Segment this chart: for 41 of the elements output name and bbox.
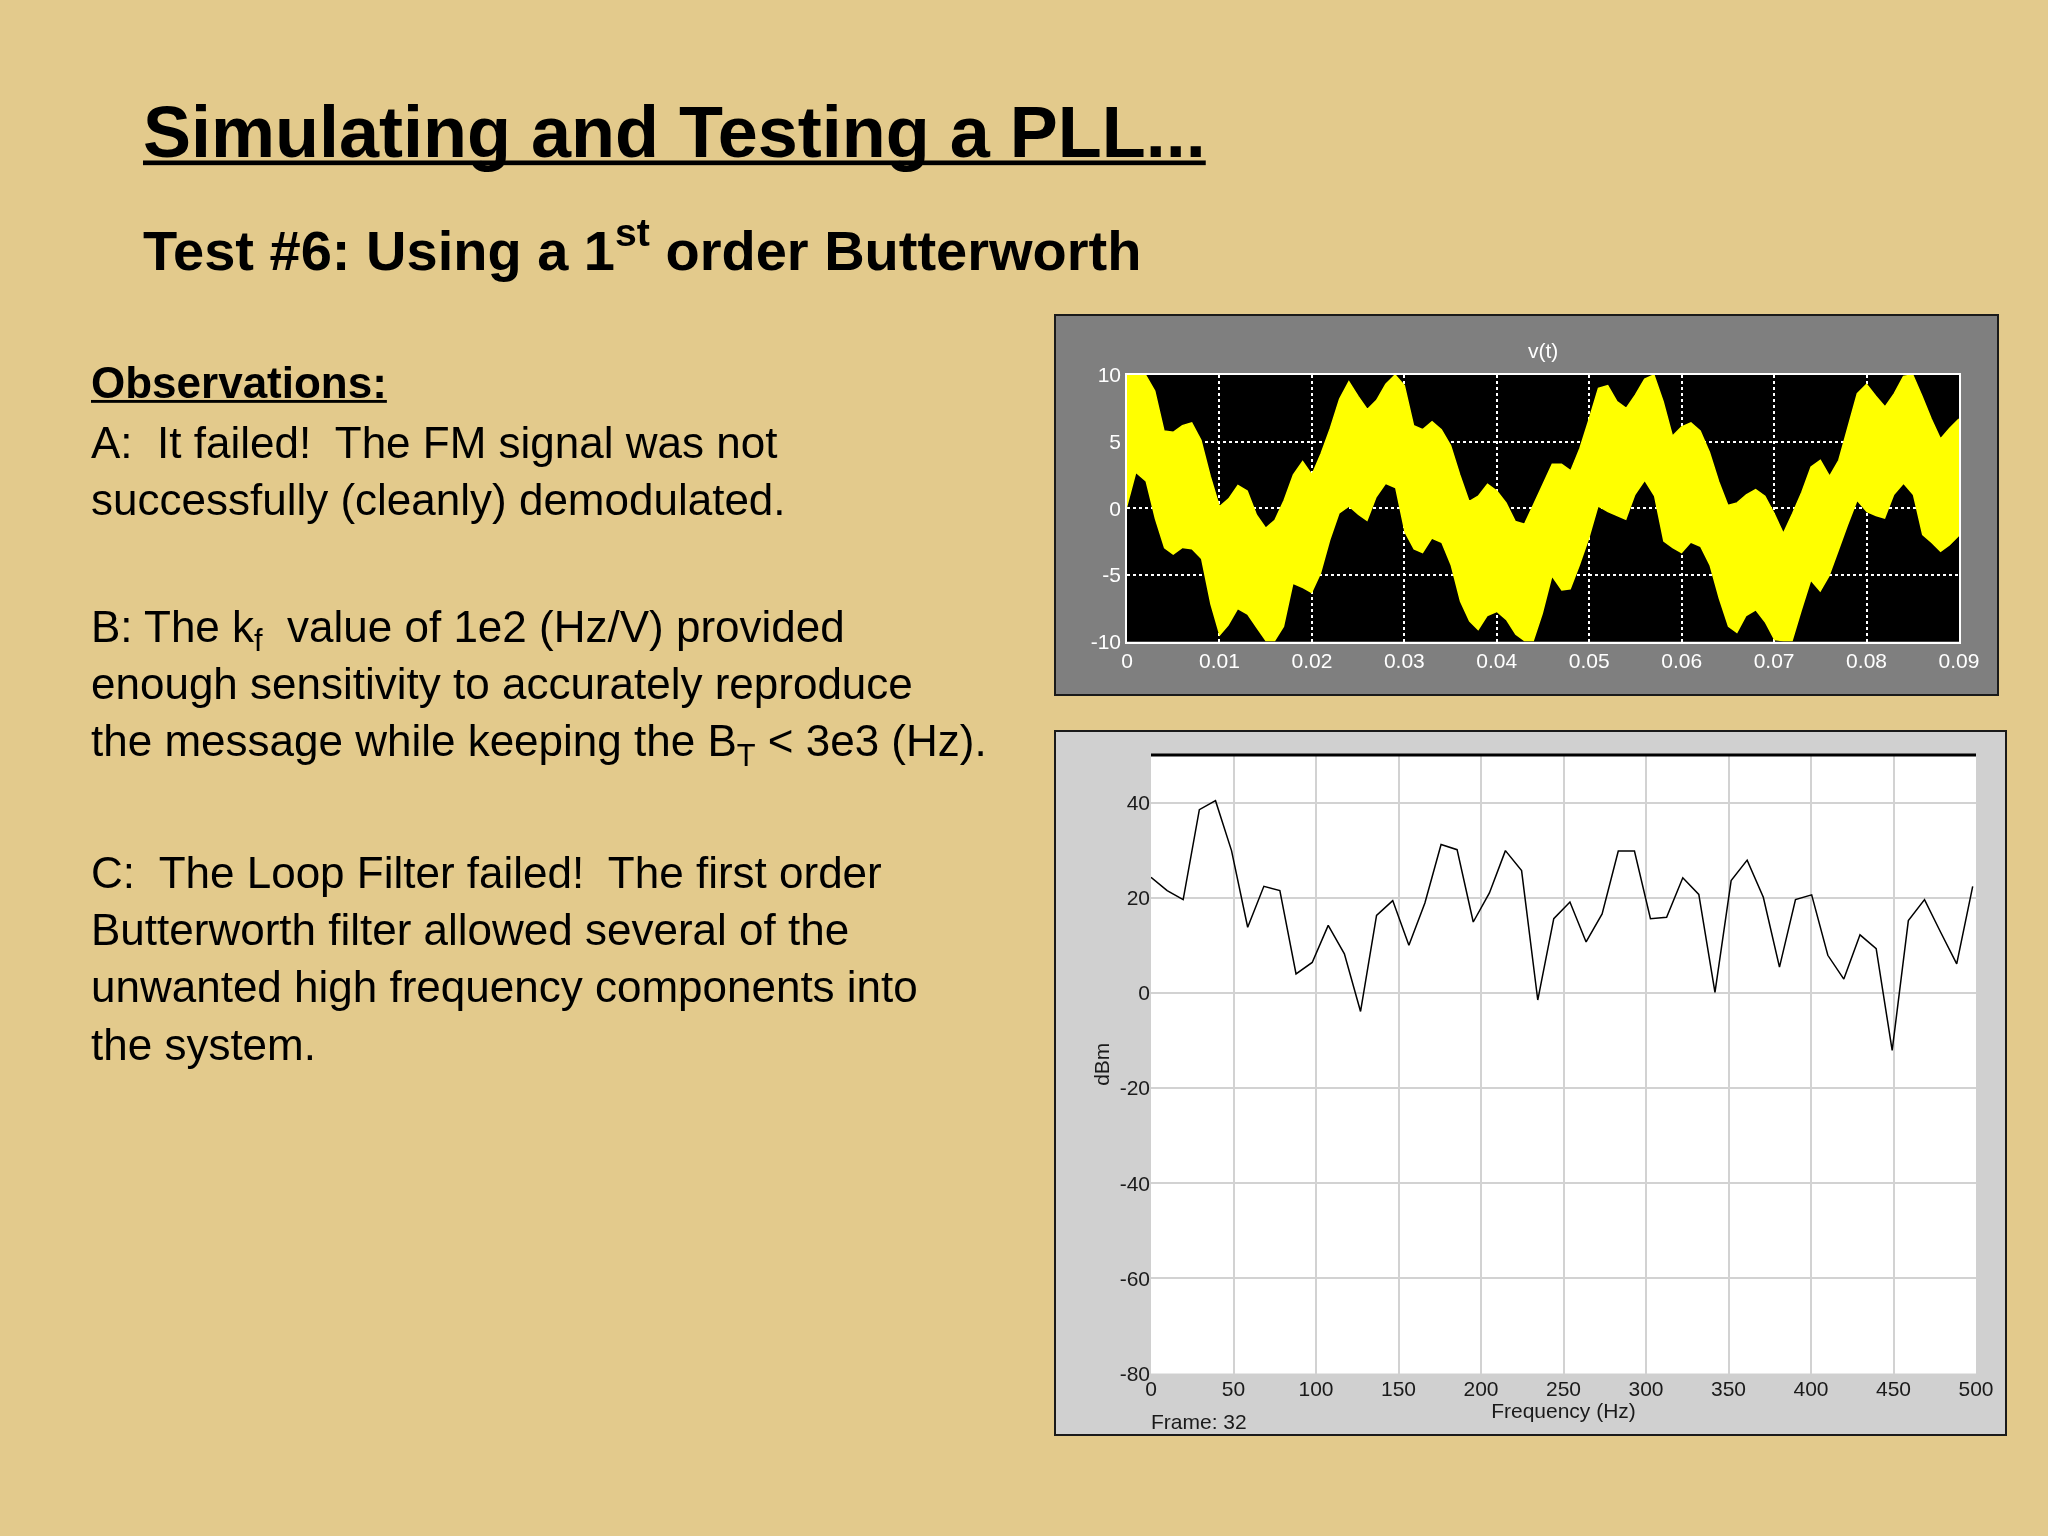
text: Test #6: Using a 1$^{st}$ order Butterworth xyxy=(143,211,1142,282)
y-tick-label: 0 xyxy=(1138,981,1150,1005)
y-tick-label: 5 xyxy=(1109,429,1122,453)
x-tick-label: 250 xyxy=(1545,1376,1582,1400)
x-tick-label: 350 xyxy=(1710,1376,1747,1400)
y-tick-label: -20 xyxy=(1119,1076,1150,1100)
y-tick-label: 40 xyxy=(1126,790,1150,814)
x-tick-label: 150 xyxy=(1380,1376,1417,1400)
x-tick-label: 0.03 xyxy=(1383,649,1425,673)
x-tick-label: 0.01 xyxy=(1199,649,1240,673)
text: Frame: 32 xyxy=(1151,1410,1247,1433)
x-tick-label: 0.02 xyxy=(1291,649,1333,673)
x-tick-label: 0.07 xyxy=(1753,649,1795,673)
x-tick-label: 0.04 xyxy=(1476,649,1518,673)
y-tick-label: 20 xyxy=(1126,886,1150,910)
y-tick-label: -40 xyxy=(1119,1171,1150,1195)
x-tick-label: 100 xyxy=(1298,1376,1334,1400)
x-tick-label: 500 xyxy=(1958,1376,1994,1400)
text: Observations: xyxy=(91,358,387,407)
text: B: The k$_{f}$ value of 1e2 (Hz/V) provided enough sensitivity to accurately reproduce the message while keeping the B$_{T}$ < 3e3 (Hz). xyxy=(91,602,987,773)
y-tick-label: 10 xyxy=(1097,363,1122,387)
y-tick-label: -10 xyxy=(1090,629,1122,653)
text: C: The Loop Filter failed! The first order Butterworth filter allowed several of the unwanted high frequency components into the system. xyxy=(91,848,918,1069)
chart-title: v(t) xyxy=(1528,339,1559,362)
x-tick-label: 0.05 xyxy=(1568,649,1610,673)
x-axis-title: Frequency (Hz) xyxy=(1491,1399,1636,1423)
x-tick-label: 0.06 xyxy=(1661,649,1703,673)
y-tick-label: -5 xyxy=(1102,563,1122,587)
y-axis-title: dBm xyxy=(1089,1042,1113,1086)
x-tick-label: 0.08 xyxy=(1846,649,1887,673)
x-tick-label: 450 xyxy=(1875,1376,1912,1400)
x-tick-label: 400 xyxy=(1793,1376,1829,1400)
line-series xyxy=(1151,799,1974,1052)
y-tick-label: -60 xyxy=(1119,1266,1150,1290)
x-tick-label: 300 xyxy=(1628,1376,1664,1400)
text: A: It failed! The FM signal was not successfully (cleanly) demodulated. xyxy=(91,418,786,525)
x-tick-label: 200 xyxy=(1463,1376,1499,1400)
y-tick-label: 0 xyxy=(1109,496,1122,520)
x-tick-label: 0.09 xyxy=(1938,649,1980,673)
text: Simulating and Testing a PLL... xyxy=(143,92,1206,172)
x-tick-label: 50 xyxy=(1221,1376,1246,1400)
